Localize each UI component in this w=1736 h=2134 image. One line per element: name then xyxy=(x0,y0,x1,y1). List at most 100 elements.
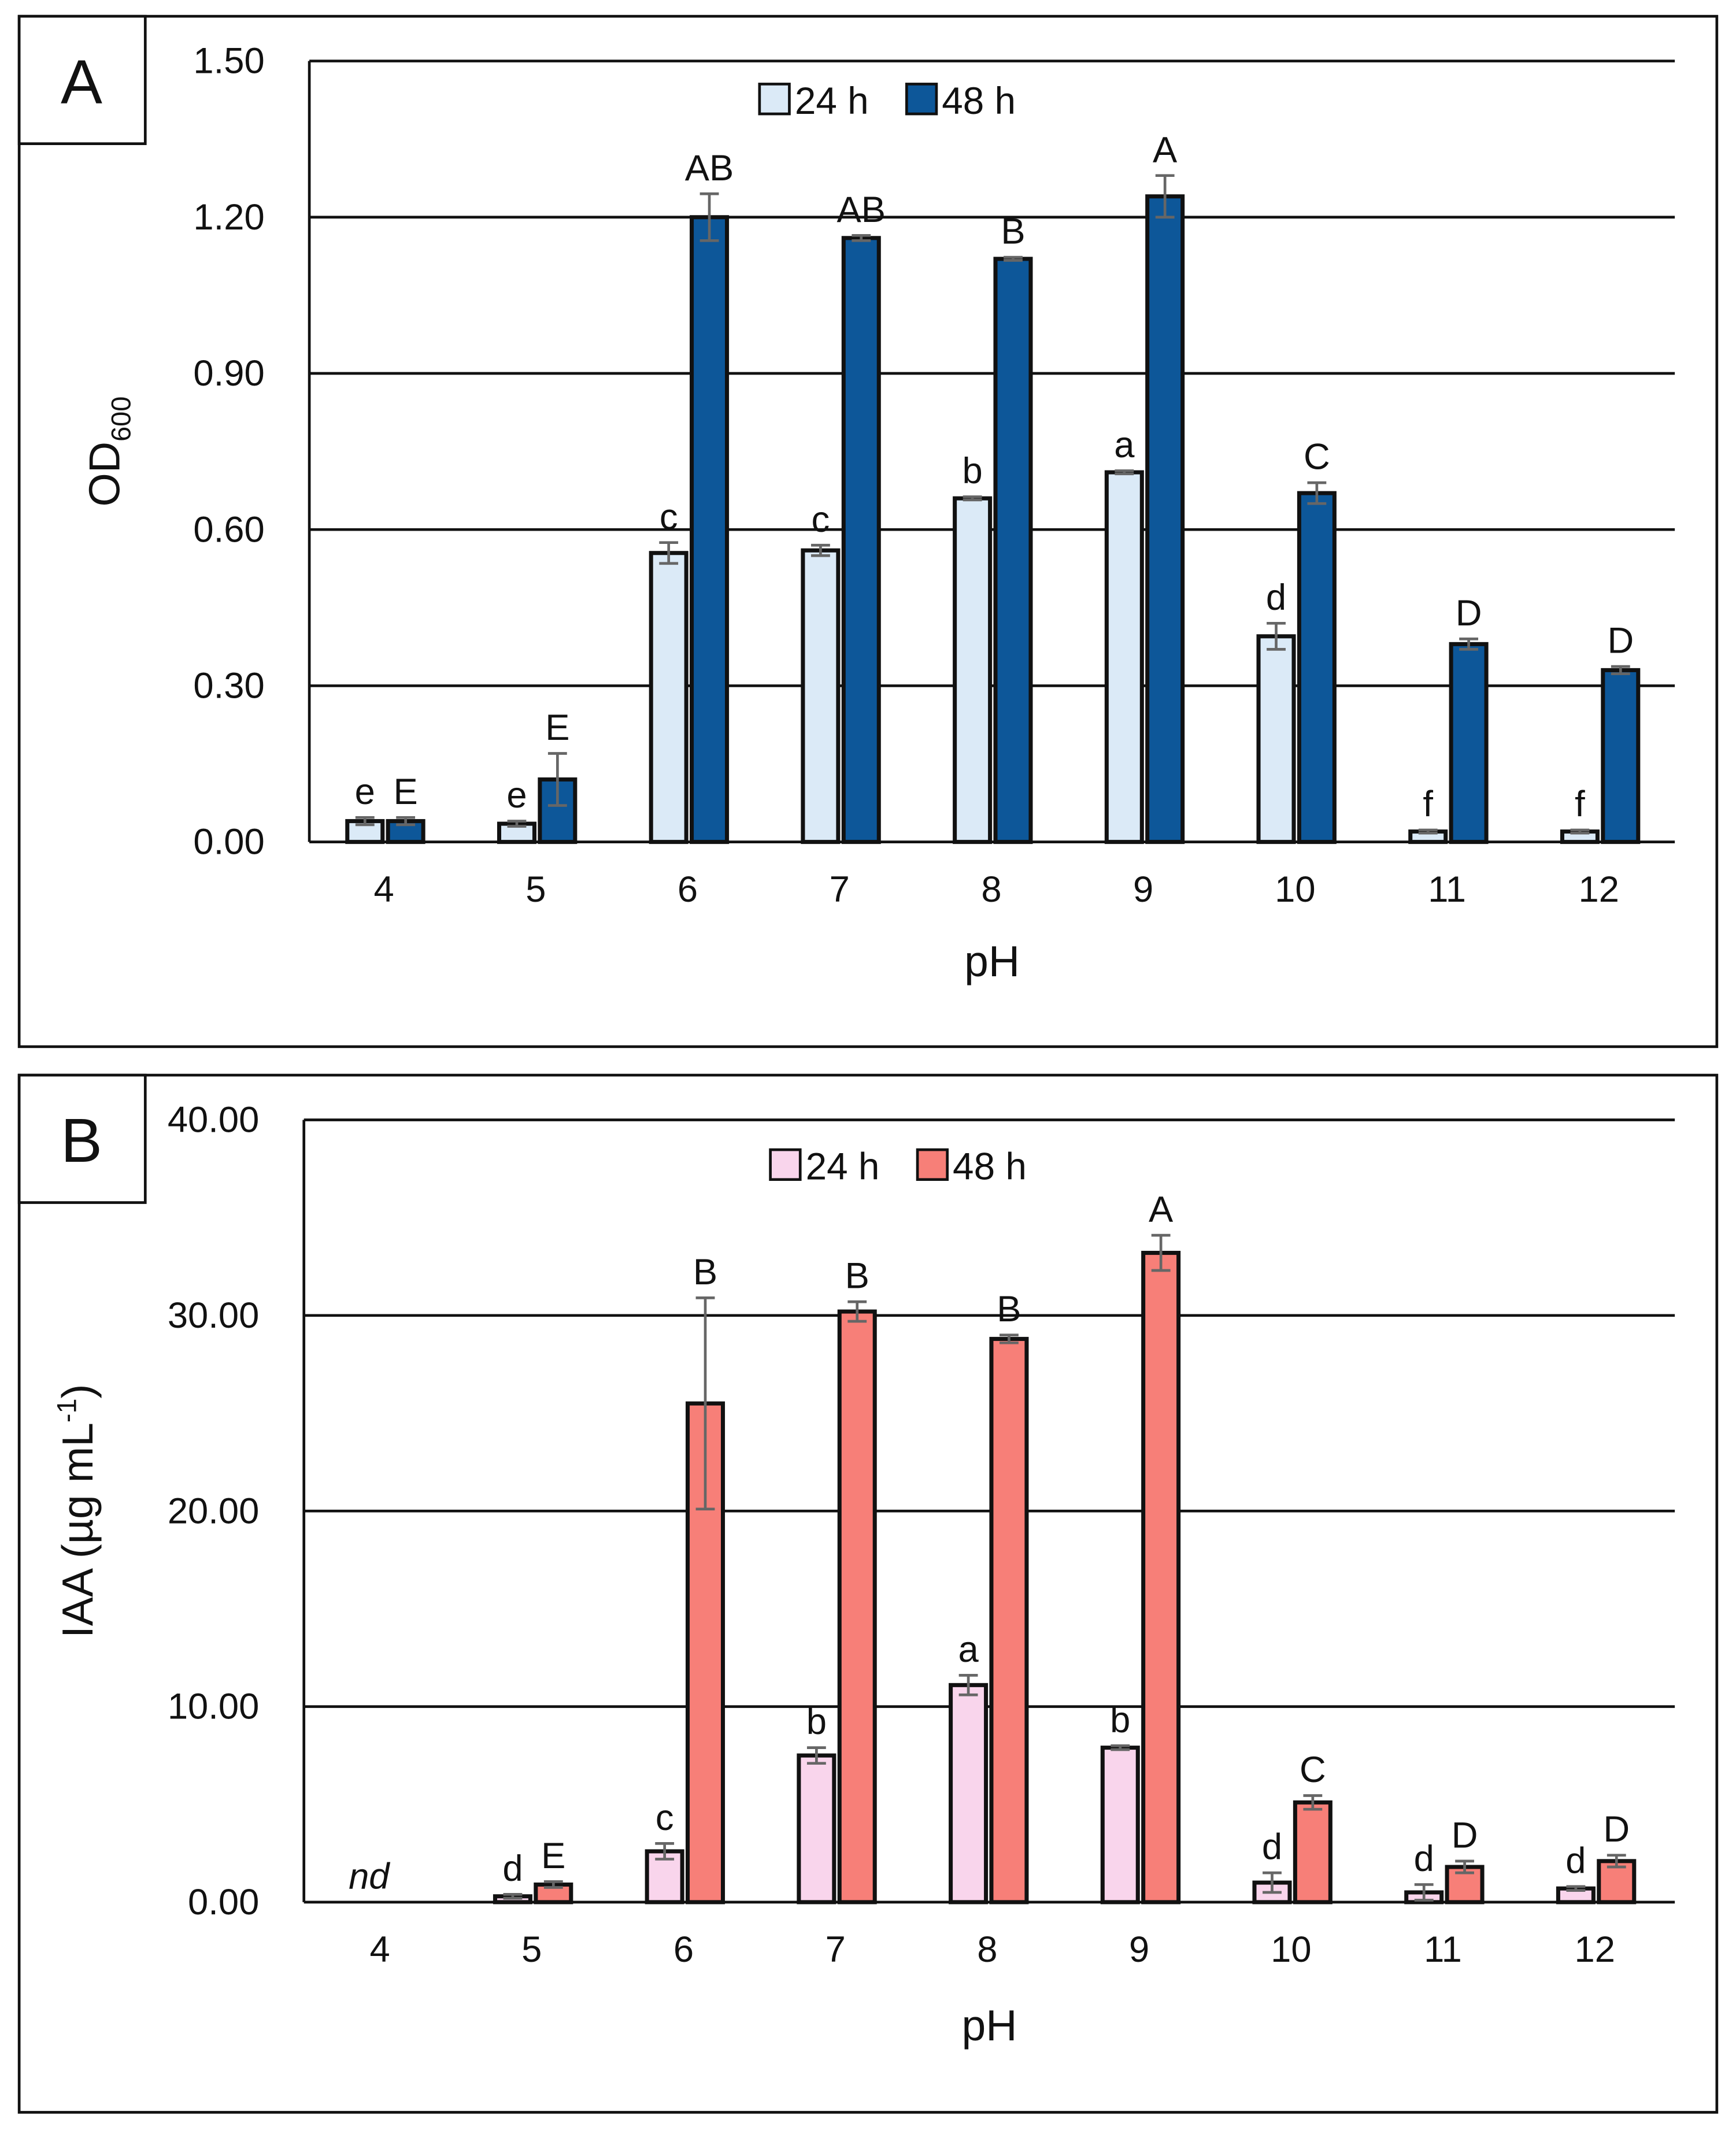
annotation: nd xyxy=(349,1856,390,1896)
error-bar xyxy=(543,1880,563,1889)
error-bar xyxy=(1611,665,1630,676)
y-axis-title: IAA (µg mL-1) xyxy=(52,1384,102,1637)
error-bar xyxy=(655,1842,675,1861)
error-bar xyxy=(1570,828,1590,835)
significance-letter: B xyxy=(997,1289,1021,1329)
significance-letter: E xyxy=(545,707,569,748)
error-bar xyxy=(1263,1871,1282,1894)
significance-letter: f xyxy=(1575,784,1585,824)
error-bar xyxy=(963,495,982,502)
y-tick-label: 0.00 xyxy=(193,822,264,862)
significance-letter: c xyxy=(656,1798,674,1838)
bar xyxy=(1141,1251,1181,1905)
error-bar xyxy=(1307,481,1327,505)
legend-label: 24 h xyxy=(806,1146,880,1188)
significance-letter: b xyxy=(962,451,982,491)
error-bar xyxy=(1566,1885,1586,1892)
legend-label: 48 h xyxy=(953,1146,1027,1188)
bar xyxy=(801,548,841,844)
error-bar xyxy=(355,816,375,827)
x-tick-label: 7 xyxy=(826,1929,846,1970)
y-tick-label: 0.00 xyxy=(188,1882,259,1922)
y-tick-label: 40.00 xyxy=(168,1100,259,1140)
significance-letter: E xyxy=(541,1836,565,1876)
legend-swatch xyxy=(905,83,938,116)
significance-letter: d xyxy=(1262,1827,1282,1868)
error-bar xyxy=(1111,1744,1130,1751)
significance-letter: C xyxy=(1304,437,1330,477)
significance-letter: c xyxy=(660,497,678,537)
significance-letter: AB xyxy=(837,190,886,230)
bar xyxy=(1100,1746,1140,1905)
error-bar xyxy=(847,1300,867,1323)
y-tick-label: 0.60 xyxy=(193,509,264,550)
significance-letter: D xyxy=(1456,593,1482,633)
bar xyxy=(690,215,730,844)
error-bar xyxy=(1418,828,1438,835)
bar xyxy=(1256,634,1296,844)
panel-frame xyxy=(17,1073,1719,2114)
x-tick-label: 10 xyxy=(1275,869,1315,910)
bar xyxy=(993,257,1033,844)
error-bar xyxy=(806,1746,826,1765)
y-axis-title-sup: -1 xyxy=(52,1398,82,1422)
significance-letter: f xyxy=(1423,784,1433,824)
panel-label: A xyxy=(61,46,102,116)
bar xyxy=(841,236,881,844)
significance-letter: e xyxy=(506,775,527,816)
error-bar xyxy=(396,816,416,827)
panel-frame xyxy=(17,14,1719,1049)
x-tick-label: 5 xyxy=(521,1929,542,1970)
significance-letter: b xyxy=(1110,1700,1130,1740)
y-axis-title-sub: 600 xyxy=(106,397,136,442)
error-bar xyxy=(695,1296,715,1511)
error-bar xyxy=(659,541,679,565)
y-tick-label: 30.00 xyxy=(168,1295,259,1336)
y-axis-title-main: OD xyxy=(80,442,129,507)
error-bar xyxy=(1414,1883,1434,1902)
significance-letter: b xyxy=(806,1702,827,1742)
y-tick-label: 1.20 xyxy=(193,197,264,238)
panel-label-box xyxy=(17,1073,147,1204)
y-tick-label: 10.00 xyxy=(168,1687,259,1727)
significance-letter: B xyxy=(845,1256,869,1296)
significance-letter: A xyxy=(1149,1190,1174,1230)
x-tick-label: 6 xyxy=(678,869,698,910)
significance-letter: a xyxy=(958,1629,979,1670)
legend-swatch xyxy=(916,1148,949,1181)
x-tick-label: 9 xyxy=(1129,1929,1149,1970)
significance-letter: B xyxy=(1001,212,1025,252)
error-bar xyxy=(1607,1854,1626,1869)
x-tick-label: 9 xyxy=(1133,869,1153,910)
y-tick-label: 0.30 xyxy=(193,666,264,706)
significance-letter: e xyxy=(355,772,375,812)
x-tick-label: 8 xyxy=(981,869,1001,910)
bar xyxy=(797,1753,836,1905)
bar xyxy=(1297,491,1337,844)
bar xyxy=(1601,668,1641,844)
bar xyxy=(1145,194,1185,844)
x-tick-label: 4 xyxy=(369,1929,390,1970)
x-tick-label: 12 xyxy=(1575,1929,1615,1970)
legend-label: 24 h xyxy=(795,80,869,122)
significance-letter: d xyxy=(502,1848,523,1889)
y-tick-label: 20.00 xyxy=(168,1491,259,1531)
x-tick-label: 7 xyxy=(830,869,850,910)
error-bar xyxy=(547,752,567,807)
significance-letter: D xyxy=(1607,621,1634,661)
significance-letter: d xyxy=(1266,577,1286,618)
x-tick-label: 5 xyxy=(525,869,546,910)
error-bar xyxy=(1000,1333,1019,1344)
significance-letter: C xyxy=(1300,1750,1326,1790)
error-bar xyxy=(503,1893,523,1900)
bar xyxy=(837,1309,877,1905)
bar xyxy=(949,1683,989,1905)
y-axis-title: OD600 xyxy=(80,397,136,507)
legend-label: 48 h xyxy=(942,80,1016,122)
bar xyxy=(649,551,689,844)
x-tick-label: 12 xyxy=(1579,869,1619,910)
significance-letter: A xyxy=(1153,129,1178,170)
x-axis-title: pH xyxy=(961,2001,1017,2050)
y-axis-title-end: ) xyxy=(53,1384,102,1398)
